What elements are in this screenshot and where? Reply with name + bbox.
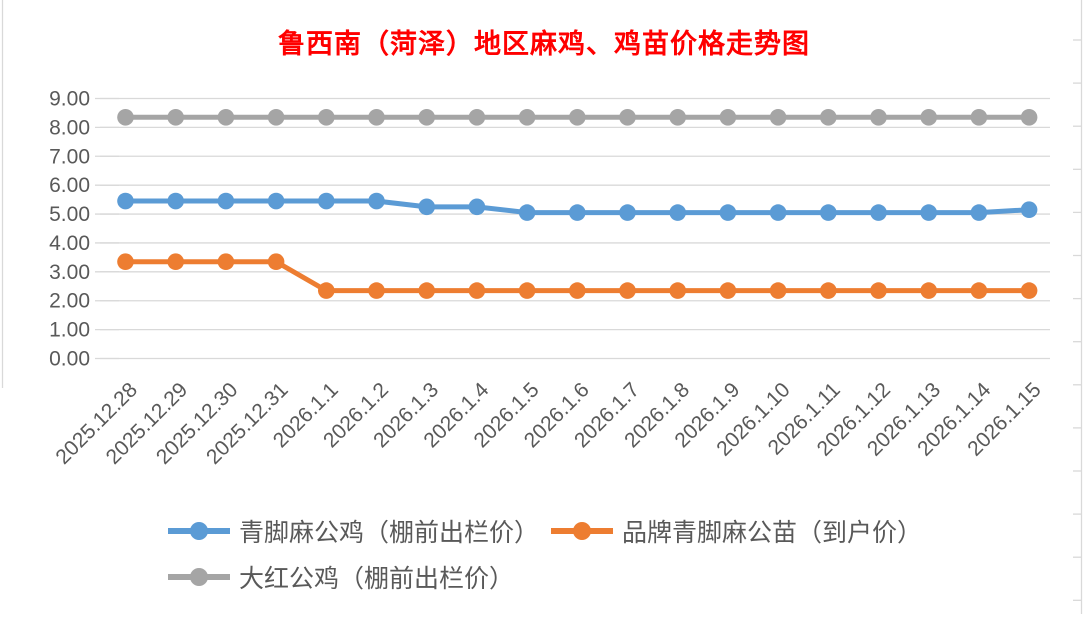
data-point-marker bbox=[117, 253, 134, 271]
data-point-marker bbox=[820, 282, 837, 299]
y-axis-label: 6.00 bbox=[49, 174, 90, 197]
data-point-marker bbox=[870, 282, 887, 299]
data-point-marker bbox=[267, 108, 285, 126]
data-point-marker bbox=[117, 192, 134, 210]
data-point-marker bbox=[569, 282, 586, 299]
data-point-marker bbox=[217, 192, 235, 210]
data-point-marker bbox=[669, 282, 686, 299]
data-point-marker bbox=[468, 282, 486, 299]
data-point-marker bbox=[167, 192, 184, 210]
y-axis-label: 3.00 bbox=[49, 261, 90, 284]
data-point-marker bbox=[267, 253, 285, 271]
data-point-marker bbox=[1020, 282, 1038, 299]
data-point-marker bbox=[769, 108, 787, 126]
data-point-marker bbox=[418, 108, 436, 126]
data-point-marker bbox=[619, 108, 636, 126]
legend-label: 品牌青脚麻公苗（到户价） bbox=[622, 520, 923, 547]
y-axis-label: 7.00 bbox=[49, 145, 90, 168]
data-point-marker bbox=[418, 282, 436, 299]
legend-marker-orange-line-icon bbox=[551, 522, 613, 540]
data-point-marker bbox=[167, 253, 184, 271]
legend-label: 青脚麻公鸡（棚前出栏价） bbox=[239, 520, 540, 547]
data-point-marker bbox=[569, 108, 586, 126]
data-point-marker bbox=[719, 204, 737, 221]
data-point-marker bbox=[318, 282, 335, 299]
data-point-marker bbox=[217, 108, 235, 126]
data-point-marker bbox=[970, 204, 988, 221]
data-point-marker bbox=[518, 282, 536, 299]
data-point-marker bbox=[569, 204, 586, 221]
data-point-marker bbox=[518, 204, 536, 221]
data-point-marker bbox=[117, 108, 134, 126]
y-axis-label: 8.00 bbox=[49, 116, 90, 139]
data-point-marker bbox=[719, 282, 737, 299]
chart-title: 鲁西南（菏泽）地区麻鸡、鸡苗价格走势图 bbox=[278, 29, 810, 59]
data-point-marker bbox=[468, 198, 486, 216]
data-point-marker bbox=[870, 204, 887, 221]
data-point-marker bbox=[820, 108, 837, 126]
y-axis-label: 9.00 bbox=[49, 88, 90, 111]
data-point-marker bbox=[920, 108, 937, 126]
data-point-marker bbox=[920, 282, 937, 299]
data-point-marker bbox=[368, 282, 385, 299]
legend-marker-blue-line-icon bbox=[168, 522, 230, 540]
data-point-marker bbox=[1020, 108, 1038, 126]
legend-item-pinpai-gongmiao: 品牌青脚麻公苗（到户价） bbox=[551, 517, 922, 547]
legend-label: 大红公鸡（棚前出栏价） bbox=[239, 566, 515, 593]
data-point-marker bbox=[318, 108, 335, 126]
legend-item-qingjiaoma-gongji: 青脚麻公鸡（棚前出栏价） bbox=[168, 517, 539, 547]
y-axis-label: 4.00 bbox=[49, 232, 90, 255]
data-point-marker bbox=[217, 253, 235, 271]
y-axis-label: 5.00 bbox=[49, 203, 90, 226]
data-point-marker bbox=[418, 198, 436, 216]
data-point-marker bbox=[669, 108, 686, 126]
legend-item-dahong-gongji: 大红公鸡（棚前出栏价） bbox=[168, 563, 514, 593]
data-point-marker bbox=[619, 282, 636, 299]
data-point-marker bbox=[267, 192, 285, 210]
data-point-marker bbox=[318, 192, 335, 210]
data-point-marker bbox=[368, 108, 385, 126]
y-axis-label: 0.00 bbox=[49, 348, 90, 371]
y-axis-label: 2.00 bbox=[49, 290, 90, 313]
data-point-marker bbox=[167, 108, 184, 126]
data-point-marker bbox=[719, 108, 737, 126]
data-point-marker bbox=[769, 282, 787, 299]
data-point-marker bbox=[820, 204, 837, 221]
data-point-marker bbox=[970, 282, 988, 299]
data-point-marker bbox=[870, 108, 887, 126]
data-point-marker bbox=[769, 204, 787, 221]
data-point-marker bbox=[970, 108, 988, 126]
data-point-marker bbox=[468, 108, 486, 126]
data-point-marker bbox=[1020, 201, 1038, 219]
data-point-marker bbox=[920, 204, 937, 221]
data-point-marker bbox=[518, 108, 536, 126]
y-axis-label: 1.00 bbox=[49, 319, 90, 342]
data-point-marker bbox=[619, 204, 636, 221]
data-point-marker bbox=[669, 204, 686, 221]
legend-marker-gray-line-icon bbox=[168, 568, 230, 586]
data-point-marker bbox=[368, 192, 385, 210]
